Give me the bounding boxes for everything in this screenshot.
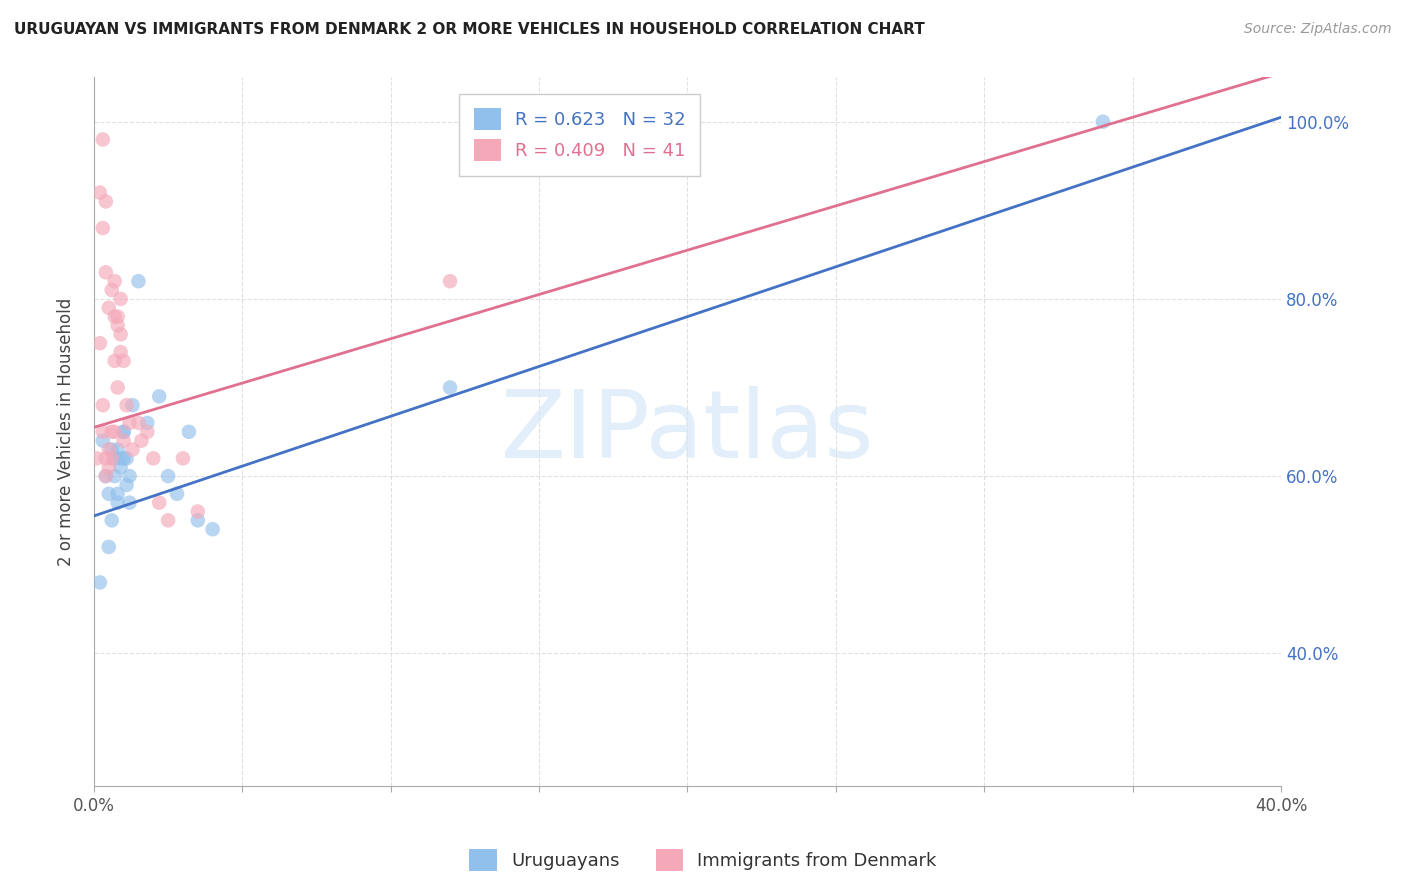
Point (136, 416, 159, 430)
Point (157, 513, 180, 527)
Legend: Uruguayans, Immigrants from Denmark: Uruguayans, Immigrants from Denmark (463, 842, 943, 879)
Point (97, 301, 120, 315)
Point (201, 522, 224, 536)
Point (100, 283, 122, 297)
Point (112, 354, 135, 368)
Point (148, 496, 170, 510)
Point (187, 513, 209, 527)
Point (107, 442, 129, 457)
Point (91, 398, 114, 412)
Point (97, 487, 120, 501)
Text: Source: ZipAtlas.com: Source: ZipAtlas.com (1244, 22, 1392, 37)
Point (112, 451, 135, 466)
Point (110, 327, 132, 342)
Point (112, 434, 135, 448)
Point (131, 434, 153, 448)
Point (187, 504, 209, 518)
Point (107, 310, 129, 324)
Point (100, 451, 122, 466)
Point (89, 336, 111, 351)
Point (91, 425, 114, 439)
Point (97, 540, 120, 554)
Point (104, 425, 127, 439)
Point (100, 513, 122, 527)
Point (172, 451, 194, 466)
Point (115, 451, 138, 466)
Point (104, 451, 127, 466)
Point (121, 442, 143, 457)
Point (148, 389, 170, 403)
Point (118, 416, 141, 430)
Point (136, 425, 159, 439)
Point (110, 345, 132, 359)
Point (104, 274, 127, 288)
Point (89, 186, 111, 200)
Point (107, 380, 129, 394)
Point (94, 451, 117, 466)
Point (97, 460, 120, 475)
Point (112, 425, 135, 439)
Point (104, 310, 127, 324)
Point (104, 354, 127, 368)
Y-axis label: 2 or more Vehicles in Household: 2 or more Vehicles in Household (58, 298, 75, 566)
Point (110, 451, 132, 466)
Legend: R = 0.623   N = 32, R = 0.409   N = 41: R = 0.623 N = 32, R = 0.409 N = 41 (460, 94, 700, 176)
Point (115, 478, 138, 492)
Point (118, 469, 141, 483)
Point (107, 318, 129, 333)
Point (439, 274, 461, 288)
Point (91, 434, 114, 448)
Point (97, 442, 120, 457)
Point (91, 132, 114, 146)
Point (94, 469, 117, 483)
Point (107, 487, 129, 501)
Text: ZIPatlas: ZIPatlas (501, 386, 875, 478)
Point (107, 496, 129, 510)
Point (100, 425, 122, 439)
Text: URUGUAYAN VS IMMIGRANTS FROM DENMARK 2 OR MORE VEHICLES IN HOUSEHOLD CORRELATION: URUGUAYAN VS IMMIGRANTS FROM DENMARK 2 O… (14, 22, 925, 37)
Point (177, 425, 200, 439)
Point (157, 469, 180, 483)
Point (127, 274, 149, 288)
Point (94, 194, 117, 209)
Point (112, 425, 135, 439)
Point (89, 575, 111, 590)
Point (142, 451, 165, 466)
Point (110, 292, 132, 306)
Point (121, 398, 143, 412)
Point (118, 496, 141, 510)
Point (104, 469, 127, 483)
Point (86, 451, 108, 466)
Point (127, 416, 149, 430)
Point (94, 469, 117, 483)
Point (1091, 114, 1114, 128)
Point (166, 487, 188, 501)
Point (100, 442, 122, 457)
Point (94, 265, 117, 279)
Point (91, 221, 114, 235)
Point (110, 460, 132, 475)
Point (439, 380, 461, 394)
Point (115, 398, 138, 412)
